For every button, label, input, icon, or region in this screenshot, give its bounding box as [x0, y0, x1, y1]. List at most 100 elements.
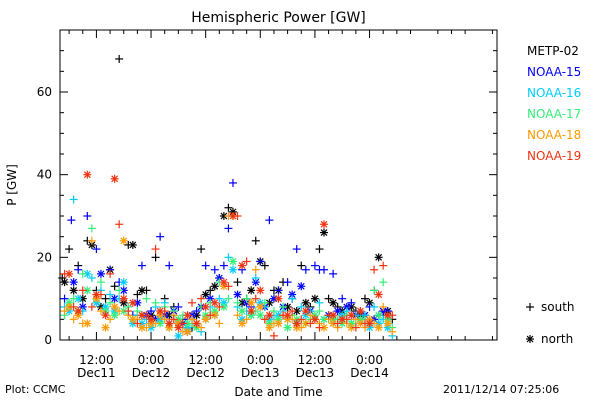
north-point: [233, 290, 242, 299]
star-d2: [202, 291, 210, 298]
north-point: [383, 311, 392, 320]
south-point: [256, 257, 265, 266]
south-point: [224, 253, 233, 262]
south-point: [260, 298, 269, 307]
north-point: [137, 323, 146, 332]
star-d2: [83, 286, 91, 294]
star-d2: [338, 315, 346, 323]
star-d2: [83, 270, 91, 278]
star-d2: [288, 291, 296, 298]
south-point: [315, 307, 324, 316]
star-d2: [329, 299, 337, 307]
star-d2: [526, 335, 534, 343]
star-d2: [74, 295, 82, 303]
star-d2: [156, 320, 164, 327]
south-point: [224, 282, 233, 291]
hemisphere-legend-label: north: [541, 332, 573, 346]
star-d2: [234, 291, 241, 298]
star-d2: [102, 311, 109, 319]
south-point: [228, 178, 237, 187]
star-d2: [265, 311, 273, 319]
south-point: [115, 307, 124, 316]
star-d2: [202, 303, 210, 311]
north-point: [238, 319, 247, 328]
legend-entry: NOAA-16: [527, 86, 582, 100]
star-d2: [211, 282, 219, 290]
north-point: [356, 307, 365, 316]
star-d2: [111, 303, 119, 311]
y-tick-label: 20: [37, 250, 52, 264]
star-d2: [329, 320, 337, 327]
south-point: [142, 294, 151, 303]
south-point: [67, 216, 76, 225]
north-point: [128, 240, 137, 249]
north-point: [347, 323, 356, 332]
north-point: [128, 315, 137, 324]
star-d2: [220, 278, 228, 286]
south-point: [101, 294, 110, 303]
star-d2: [320, 229, 328, 236]
y-axis-label: P [GW]: [5, 164, 19, 206]
star-d2: [320, 220, 328, 228]
star-d2: [293, 307, 301, 315]
north-point: [60, 278, 69, 287]
star-d2: [247, 286, 255, 294]
x-tick-time-label: 12:00: [79, 353, 114, 367]
south-point: [106, 269, 115, 278]
south-point: [69, 195, 78, 204]
north-point: [156, 307, 165, 316]
north-point: [347, 311, 356, 320]
south-point: [379, 261, 388, 270]
north-point: [256, 302, 265, 311]
north-point: [383, 319, 392, 328]
north-point: [96, 269, 105, 278]
north-point: [119, 286, 128, 295]
south-point: [169, 315, 178, 324]
star-d2: [252, 278, 260, 286]
south-point: [106, 290, 115, 299]
star-d2: [138, 311, 146, 319]
south-point: [360, 294, 369, 303]
south-point: [115, 286, 124, 295]
south-point: [174, 302, 183, 311]
star-d2: [147, 315, 155, 323]
legend-north-symbol: [526, 335, 534, 343]
south-point: [351, 323, 360, 332]
star-d2: [97, 270, 105, 278]
south-point: [197, 245, 206, 254]
south-point: [151, 253, 160, 262]
legend-entry: NOAA-19: [527, 149, 582, 163]
north-point: [110, 174, 119, 183]
star-d2: [138, 324, 146, 332]
star-d2: [247, 307, 255, 315]
south-point: [133, 290, 142, 299]
hemisphere-legend-label: south: [541, 300, 575, 314]
plot-source-label: Plot: CCMC: [5, 383, 66, 396]
star-d2: [256, 311, 264, 319]
north-point: [320, 228, 329, 237]
north-point: [329, 311, 338, 320]
south-point: [370, 265, 379, 274]
star-d2: [120, 286, 128, 294]
north-point: [147, 315, 156, 324]
north-point: [329, 298, 338, 307]
star-d2: [265, 324, 273, 332]
star-d2: [347, 324, 355, 332]
south-point: [137, 261, 146, 270]
star-d2: [61, 278, 68, 286]
south-point: [288, 307, 297, 316]
south-point: [379, 278, 388, 287]
star-d2: [83, 320, 91, 327]
star-d2: [343, 303, 351, 311]
south-point: [78, 286, 87, 295]
south-point: [251, 236, 260, 245]
north-point: [274, 319, 283, 328]
star-d2: [211, 311, 219, 319]
north-point: [165, 319, 174, 328]
south-point: [338, 294, 347, 303]
south-point: [301, 265, 310, 274]
south-point: [160, 315, 169, 324]
star-d2: [384, 320, 392, 327]
south-point: [178, 319, 187, 328]
north-point: [320, 220, 329, 229]
